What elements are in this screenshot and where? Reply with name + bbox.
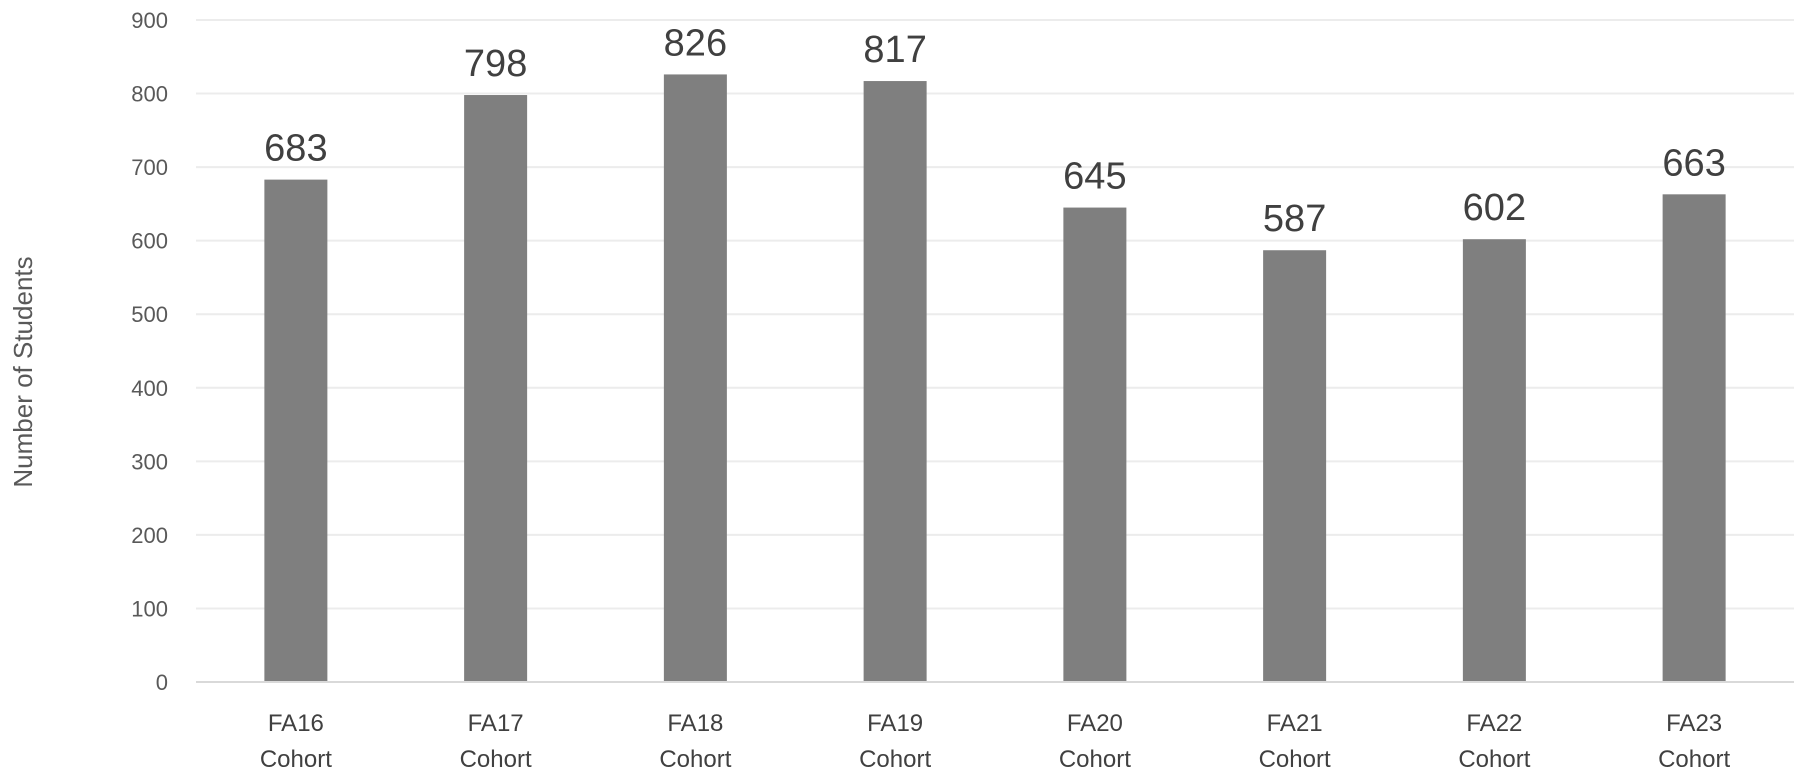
- data-label: 826: [664, 22, 727, 64]
- x-tick-label: Cohort: [460, 746, 532, 772]
- bar: [464, 95, 528, 682]
- data-label: 645: [1063, 156, 1126, 198]
- y-tick-label: 800: [131, 82, 168, 107]
- x-tick-label: FA18: [667, 710, 723, 737]
- data-label: 683: [264, 128, 327, 170]
- bar: [663, 74, 727, 683]
- data-label: 817: [863, 29, 926, 71]
- x-tick-label: Cohort: [659, 746, 731, 772]
- x-tick-label: FA20: [1067, 710, 1123, 737]
- bar: [1263, 250, 1327, 682]
- x-tick-label: FA17: [468, 710, 524, 737]
- bar: [264, 179, 328, 683]
- data-label: 587: [1263, 198, 1326, 240]
- x-tick-label: Cohort: [1059, 746, 1131, 772]
- y-tick-label: 400: [131, 376, 168, 401]
- data-label: 798: [464, 43, 527, 85]
- bar: [1063, 207, 1127, 683]
- y-tick-label: 900: [131, 8, 168, 33]
- x-tick-label: FA22: [1466, 710, 1522, 737]
- x-tick-label: FA16: [268, 710, 324, 737]
- x-tick-label: Cohort: [1658, 746, 1730, 772]
- gridlines: [196, 19, 1794, 610]
- bar: [1662, 194, 1726, 682]
- x-tick-label: Cohort: [1259, 746, 1331, 772]
- x-tick-label: FA23: [1666, 710, 1722, 737]
- x-tick-label: Cohort: [1458, 746, 1530, 772]
- bar: [1462, 239, 1526, 682]
- y-axis-ticks: 0 100 200 300 400 500 600 700 800 900: [131, 8, 168, 695]
- bars: [264, 74, 1726, 683]
- y-tick-label: 500: [131, 302, 168, 327]
- y-axis-title: Number of Students: [8, 256, 38, 487]
- data-labels: 683 798 826 817 645 587 602 663: [264, 22, 1726, 240]
- y-tick-label: 100: [131, 596, 168, 621]
- x-axis-labels: FA16 Cohort FA17 Cohort FA18 Cohort FA19 Cohort…: [260, 710, 1731, 772]
- y-tick-label: 0: [156, 670, 168, 695]
- x-tick-label: Cohort: [859, 746, 931, 772]
- y-tick-label: 600: [131, 229, 168, 254]
- y-tick-label: 300: [131, 449, 168, 474]
- x-tick-label: FA21: [1267, 710, 1323, 737]
- y-tick-label: 700: [131, 155, 168, 180]
- data-label: 602: [1463, 187, 1526, 229]
- x-tick-label: FA19: [867, 710, 923, 737]
- data-label: 663: [1662, 142, 1725, 184]
- y-tick-label: 200: [131, 523, 168, 548]
- bar: [863, 81, 927, 683]
- x-tick-label: Cohort: [260, 746, 332, 772]
